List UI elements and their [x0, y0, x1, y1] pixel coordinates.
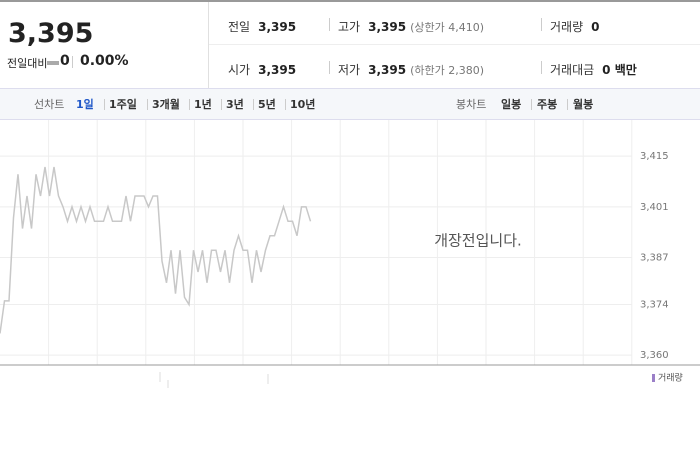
period-tab[interactable]: 1주일 [109, 98, 137, 111]
stat-label: 거래대금 [550, 63, 595, 77]
stat: 저가 3,395 (하한가 2,380) [338, 59, 484, 78]
stat-sep [329, 18, 330, 31]
y-tick-label: 3,360 [640, 350, 669, 361]
candle-label: 봉차트 [456, 98, 487, 111]
sep [72, 56, 73, 68]
stat-value: 3,395 [368, 20, 407, 34]
y-tick-label: 3,401 [640, 202, 669, 213]
stat-note: (상한가 4,410) [410, 21, 484, 34]
stat-label: 저가 [338, 63, 361, 77]
tab-sep [253, 99, 254, 110]
stat-value: 0 [591, 20, 600, 34]
volume-legend-swatch [652, 374, 655, 382]
period-tab[interactable]: 5년 [258, 98, 276, 111]
stat: 거래량 0 [550, 16, 599, 35]
stat-value: 3,395 [258, 20, 297, 34]
chart: 개장전입니다. 거래량 3,360 3,374 3,387 3,401 3,415 [0, 120, 700, 388]
candle-tab[interactable]: 월봉 [573, 98, 594, 111]
tab-sep [104, 99, 105, 110]
change-label: 전일대비 [7, 57, 48, 70]
tab-bar [0, 88, 700, 120]
period-tab[interactable]: 1년 [194, 98, 212, 111]
stat-label: 거래량 [550, 20, 584, 34]
annotation: 개장전입니다. [434, 232, 522, 250]
period-tab[interactable]: 3년 [226, 98, 244, 111]
price: 3,395 [8, 18, 94, 49]
stat: 시가 3,395 [228, 59, 296, 78]
change-rate: 0.00% [80, 53, 129, 69]
stat-value: 0 백만 [602, 63, 637, 77]
tab-sep [189, 99, 190, 110]
period-tab[interactable]: 1일 [76, 98, 94, 111]
candle-tab[interactable]: 주봉 [537, 98, 558, 111]
tab-sep [221, 99, 222, 110]
y-tick-label: 3,415 [640, 151, 669, 162]
tab-sep [531, 99, 532, 110]
header-divider [208, 2, 209, 88]
price-line [0, 166, 312, 334]
stat-sep [541, 61, 542, 74]
stat-label: 고가 [338, 20, 361, 34]
stat: 전일 3,395 [228, 16, 296, 35]
top-border [0, 0, 700, 2]
period-tab[interactable]: 3개월 [152, 98, 180, 111]
period-tab[interactable]: 10년 [290, 98, 316, 111]
tab-sep [147, 99, 148, 110]
row-divider [209, 44, 700, 45]
change-icon [47, 61, 59, 65]
stat: 고가 3,395 (상한가 4,410) [338, 16, 484, 35]
tab-sep [567, 99, 568, 110]
stat-sep [541, 18, 542, 31]
stat-note: (하한가 2,380) [410, 64, 484, 77]
tab-sep [285, 99, 286, 110]
stat-label: 전일 [228, 20, 251, 34]
stat-sep [329, 61, 330, 74]
stat-value: 3,395 [368, 63, 407, 77]
y-tick-label: 3,374 [640, 300, 669, 311]
change: 0 [60, 53, 70, 69]
candle-tab[interactable]: 일봉 [501, 98, 522, 111]
stat: 거래대금 0 백만 [550, 59, 637, 78]
stat-value: 3,395 [258, 63, 297, 77]
volume-legend: 거래량 [658, 372, 683, 384]
line-label: 선차트 [34, 98, 65, 111]
stat-label: 시가 [228, 63, 251, 77]
y-tick-label: 3,387 [640, 252, 669, 263]
